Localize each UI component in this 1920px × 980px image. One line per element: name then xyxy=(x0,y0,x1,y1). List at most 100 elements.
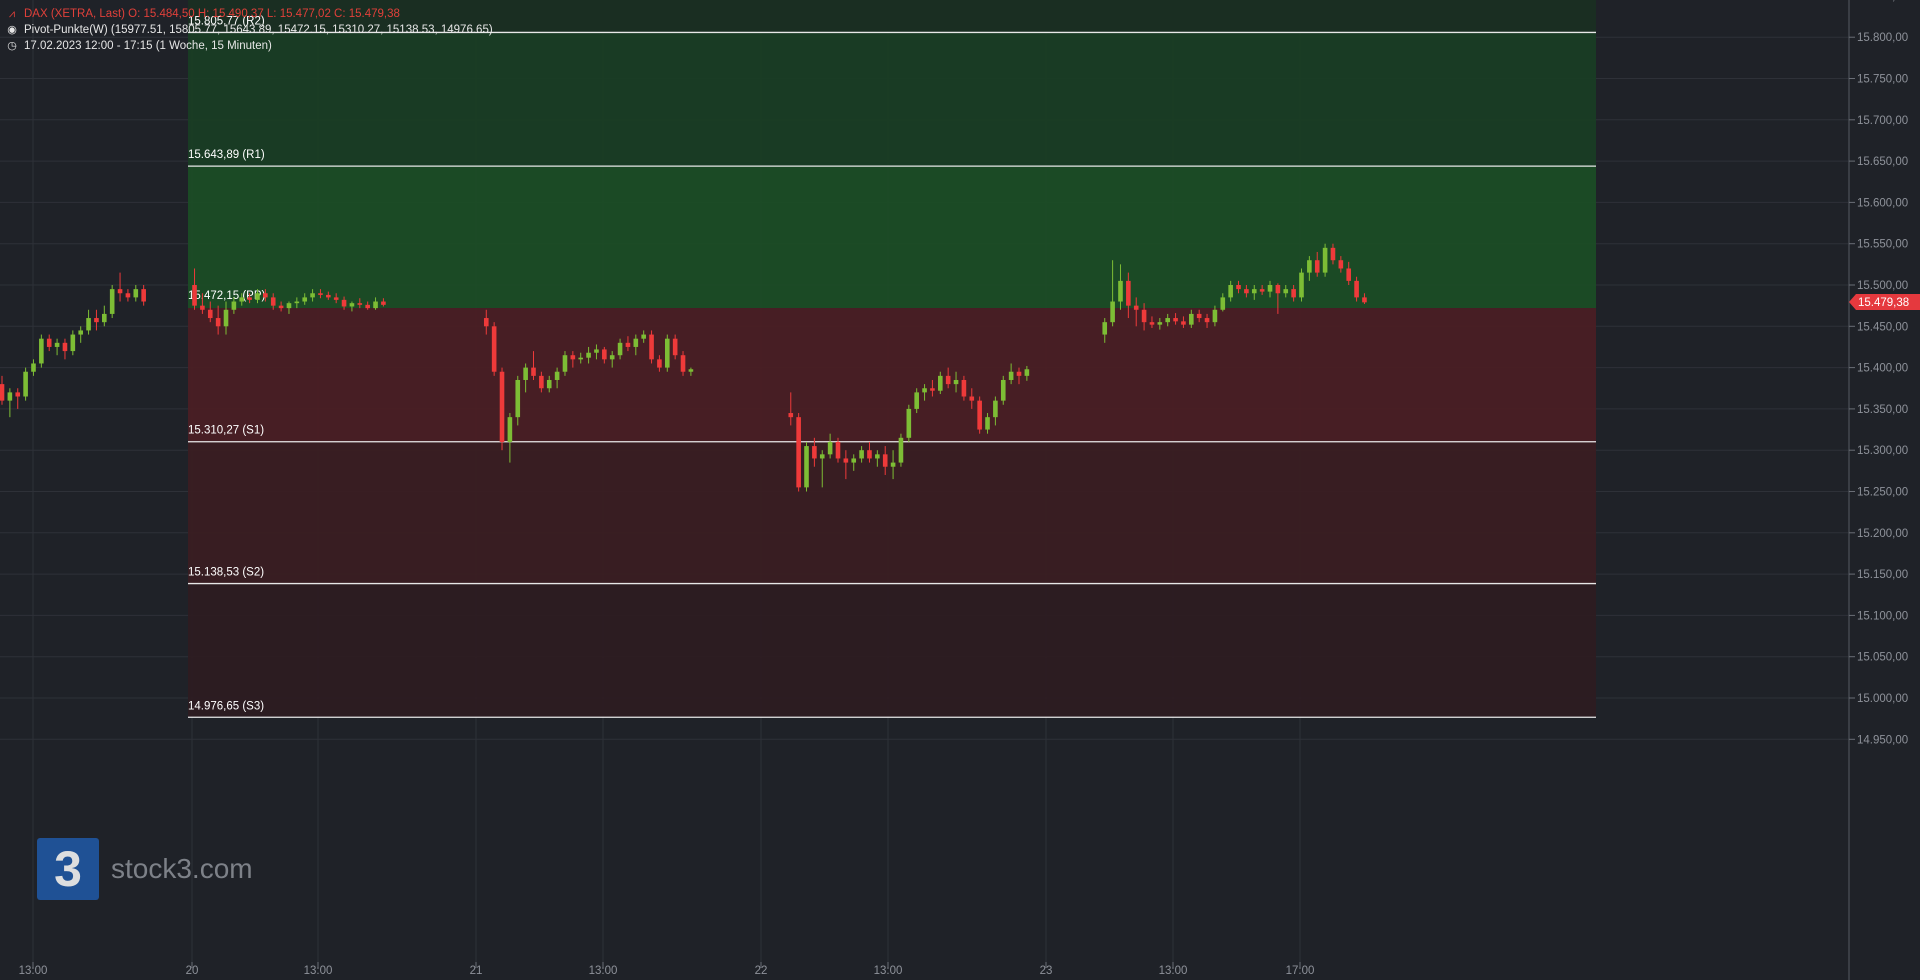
candle[interactable] xyxy=(357,298,363,309)
candle[interactable] xyxy=(851,454,857,471)
candle[interactable] xyxy=(922,384,927,401)
candle[interactable] xyxy=(1251,285,1257,300)
candle[interactable] xyxy=(812,437,817,467)
candle[interactable] xyxy=(562,351,568,376)
candle[interactable] xyxy=(664,334,670,372)
candle[interactable] xyxy=(499,367,505,451)
candle[interactable] xyxy=(1189,309,1194,328)
candle[interactable] xyxy=(1346,261,1352,285)
candle[interactable] xyxy=(39,334,44,368)
candle[interactable] xyxy=(953,371,959,393)
candle[interactable] xyxy=(373,297,378,310)
candle[interactable] xyxy=(341,296,347,310)
candle[interactable] xyxy=(633,334,639,356)
candle[interactable] xyxy=(875,450,880,467)
candle[interactable] xyxy=(1338,256,1344,273)
symbol-row[interactable]: ⩘ DAX (XETRA, Last) O: 15.484,50 H: 15.4… xyxy=(6,6,493,22)
candle[interactable] xyxy=(1126,272,1131,319)
candle[interactable] xyxy=(86,309,91,335)
candle[interactable] xyxy=(109,285,115,319)
candle[interactable] xyxy=(1354,276,1359,302)
candle[interactable] xyxy=(641,330,646,343)
candle[interactable] xyxy=(657,355,662,372)
candle[interactable] xyxy=(1173,313,1178,325)
candle[interactable] xyxy=(586,346,591,364)
candle[interactable] xyxy=(326,291,331,300)
candle[interactable] xyxy=(796,413,801,492)
candle[interactable] xyxy=(680,351,686,376)
price-axis[interactable]: 14.950,00 15.000,00 15.050,00 15.100,00 15.1… xyxy=(1848,0,1920,980)
candle[interactable] xyxy=(945,367,951,389)
candle[interactable] xyxy=(688,367,694,376)
candle[interactable] xyxy=(1102,318,1108,343)
candle[interactable] xyxy=(263,289,268,302)
candle[interactable] xyxy=(938,371,943,395)
candle[interactable] xyxy=(890,450,896,480)
candle[interactable] xyxy=(1259,285,1265,295)
candle[interactable] xyxy=(882,446,888,475)
candle[interactable] xyxy=(617,338,623,360)
candle[interactable] xyxy=(1157,318,1163,330)
candle[interactable] xyxy=(1024,365,1030,381)
candle[interactable] xyxy=(867,441,872,463)
candles[interactable] xyxy=(0,243,1367,492)
candle[interactable] xyxy=(1110,260,1115,327)
candle[interactable] xyxy=(310,289,315,302)
candle[interactable] xyxy=(1000,375,1006,405)
candle[interactable] xyxy=(1118,264,1123,310)
candle[interactable] xyxy=(247,293,252,304)
candle[interactable] xyxy=(578,352,584,364)
candle[interactable] xyxy=(985,413,990,434)
candle[interactable] xyxy=(207,301,213,323)
candle[interactable] xyxy=(515,375,521,426)
candle[interactable] xyxy=(365,301,370,310)
candle[interactable] xyxy=(7,388,13,418)
candle[interactable] xyxy=(133,285,139,302)
candle[interactable] xyxy=(1330,243,1336,265)
candle[interactable] xyxy=(788,392,794,426)
candle[interactable] xyxy=(70,330,76,356)
candle[interactable] xyxy=(333,293,339,304)
candle[interactable] xyxy=(1220,293,1226,312)
candle[interactable] xyxy=(255,289,260,304)
candle[interactable] xyxy=(859,446,864,463)
candle[interactable] xyxy=(270,293,276,310)
candle[interactable] xyxy=(554,367,560,389)
candle[interactable] xyxy=(546,375,552,393)
candle[interactable] xyxy=(1133,297,1139,327)
candle[interactable] xyxy=(1244,285,1249,298)
candle[interactable] xyxy=(906,404,912,442)
candle[interactable] xyxy=(54,338,60,356)
candle[interactable] xyxy=(0,375,5,405)
candle[interactable] xyxy=(349,301,355,312)
candle[interactable] xyxy=(531,351,536,380)
candle[interactable] xyxy=(1299,268,1304,302)
candle[interactable] xyxy=(286,301,292,314)
candle[interactable] xyxy=(46,334,52,352)
timerange-row[interactable]: ◷ 17.02.2023 12:00 - 17:15 (1 Woche, 15 … xyxy=(6,38,493,54)
candle[interactable] xyxy=(914,388,919,414)
candle[interactable] xyxy=(483,309,489,335)
candle[interactable] xyxy=(94,309,99,331)
candle[interactable] xyxy=(1314,251,1320,277)
candle[interactable] xyxy=(215,305,221,335)
candle[interactable] xyxy=(1267,280,1273,298)
candle[interactable] xyxy=(898,433,904,467)
candle[interactable] xyxy=(1008,363,1014,385)
candle[interactable] xyxy=(278,301,284,312)
candle[interactable] xyxy=(239,293,245,306)
candle[interactable] xyxy=(969,388,975,409)
candle[interactable] xyxy=(200,293,205,314)
candle[interactable] xyxy=(977,396,982,434)
candle[interactable] xyxy=(539,371,544,393)
candle[interactable] xyxy=(231,297,237,314)
candle[interactable] xyxy=(294,297,300,309)
candle[interactable] xyxy=(31,359,36,376)
last-price-tag[interactable]: 15.479,38 xyxy=(1849,294,1920,311)
pivot-levels[interactable]: 15.977,51 (R3)15.805,77 (R2)15.643,89 (R… xyxy=(188,0,1596,718)
candle[interactable] xyxy=(117,272,123,302)
candle[interactable] xyxy=(1307,256,1312,281)
candle[interactable] xyxy=(961,375,967,401)
candle[interactable] xyxy=(609,351,615,368)
